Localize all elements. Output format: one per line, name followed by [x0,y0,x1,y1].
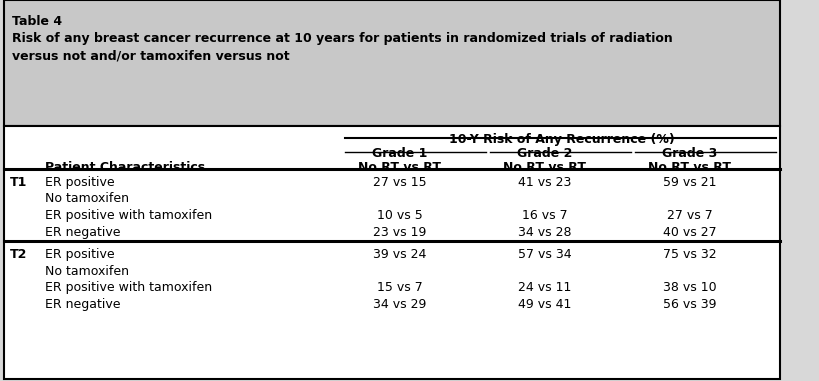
Text: 56 vs 39: 56 vs 39 [663,298,716,311]
Text: 23 vs 19: 23 vs 19 [373,226,426,239]
Text: 39 vs 24: 39 vs 24 [373,248,426,261]
Text: 27 vs 15: 27 vs 15 [373,176,427,189]
Text: 16 vs 7: 16 vs 7 [522,209,568,222]
Text: No RT vs RT: No RT vs RT [503,161,586,174]
Text: ER positive with tamoxifen: ER positive with tamoxifen [45,209,213,222]
Text: 59 vs 21: 59 vs 21 [663,176,716,189]
Text: 27 vs 7: 27 vs 7 [667,209,713,222]
Text: T1: T1 [9,176,27,189]
Text: No tamoxifen: No tamoxifen [45,192,129,205]
Text: 24 vs 11: 24 vs 11 [518,281,571,294]
Text: ER positive with tamoxifen: ER positive with tamoxifen [45,281,213,294]
Text: No tamoxifen: No tamoxifen [45,265,129,278]
Bar [4,0,780,126]
Text: ER negative: ER negative [45,298,121,311]
Text: 10-Y Risk of Any Recurrence (%): 10-Y Risk of Any Recurrence (%) [450,133,675,146]
Text: 75 vs 32: 75 vs 32 [663,248,717,261]
Text: 10 vs 5: 10 vs 5 [377,209,423,222]
Text: ER positive: ER positive [45,176,115,189]
Text: T2: T2 [9,248,27,261]
Text: Grade 2: Grade 2 [517,147,572,160]
Text: 40 vs 27: 40 vs 27 [663,226,717,239]
Text: No RT vs RT: No RT vs RT [358,161,441,174]
Text: 57 vs 34: 57 vs 34 [518,248,572,261]
Text: Grade 3: Grade 3 [662,147,717,160]
Text: Grade 1: Grade 1 [372,147,428,160]
Text: Patient Characteristics: Patient Characteristics [45,161,206,174]
Text: 49 vs 41: 49 vs 41 [518,298,571,311]
Text: Risk of any breast cancer recurrence at 10 years for patients in randomized tria: Risk of any breast cancer recurrence at … [11,32,672,45]
Text: ER negative: ER negative [45,226,121,239]
Text: 34 vs 28: 34 vs 28 [518,226,571,239]
Text: Table 4: Table 4 [11,15,62,28]
Text: 34 vs 29: 34 vs 29 [373,298,426,311]
Text: versus not and/or tamoxifen versus not: versus not and/or tamoxifen versus not [11,50,289,62]
Text: No RT vs RT: No RT vs RT [648,161,731,174]
Text: ER positive: ER positive [45,248,115,261]
Text: 41 vs 23: 41 vs 23 [518,176,571,189]
Text: 38 vs 10: 38 vs 10 [663,281,717,294]
Bar [4,126,780,379]
Text: 15 vs 7: 15 vs 7 [377,281,423,294]
